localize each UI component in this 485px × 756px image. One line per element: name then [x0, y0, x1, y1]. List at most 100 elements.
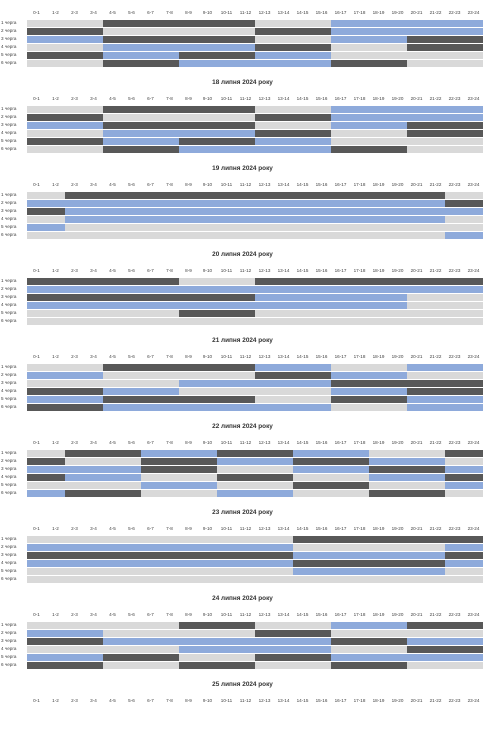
- hour-label: 2-3: [71, 612, 78, 617]
- hour-label: 8-9: [185, 354, 192, 359]
- hour-label: 8-9: [185, 10, 192, 15]
- queue-label: 1 черга: [1, 450, 17, 455]
- outage-segment: [331, 379, 483, 387]
- schedule-block: 0-1 1-2 2-3 3-4 4-5 5-6 6-7 7-8 8-9 9-10 10-11 11-1…: [0, 438, 485, 498]
- outage-segment: [369, 481, 445, 489]
- hour-label: 23-24: [467, 612, 480, 617]
- hour-label: 17-18: [353, 526, 366, 531]
- hour-label: 5-6: [128, 698, 135, 703]
- hour-label: 3-4: [90, 698, 97, 703]
- hour-label: 9-10: [202, 698, 213, 703]
- hour-label: 2-3: [71, 440, 78, 445]
- queue-label: 6 черга: [1, 60, 17, 65]
- outage-segment: [141, 457, 217, 465]
- hour-label: 5-6: [128, 612, 135, 617]
- queue-label: 5 черга: [1, 482, 17, 487]
- queue-label: 5 черга: [1, 396, 17, 401]
- outage-segment: [445, 559, 483, 567]
- outage-segment: [103, 35, 255, 43]
- hour-label: 19-20: [391, 698, 404, 703]
- queue-label: 6 черга: [1, 404, 17, 409]
- hour-label: 14-15: [296, 698, 309, 703]
- outage-segment: [27, 301, 407, 309]
- outage-segment: [103, 51, 179, 59]
- schedule-block: 0-1 1-2 2-3 3-4 4-5 5-6 6-7 7-8 8-9 9-10 10-11 11-1…: [0, 94, 485, 154]
- hour-label: 5-6: [128, 440, 135, 445]
- schedule-date-title: 25 липня 2024 року: [212, 681, 273, 688]
- hour-label: 18-19: [372, 526, 385, 531]
- hour-label: 12-13: [258, 96, 271, 101]
- outage-segment: [27, 145, 103, 153]
- hour-label: 1-2: [52, 612, 59, 617]
- hour-label: 11-12: [239, 612, 252, 617]
- hour-label: 9-10: [202, 612, 213, 617]
- outage-segment: [407, 363, 483, 371]
- outage-segment: [65, 473, 141, 481]
- outage-segment: [255, 19, 331, 27]
- outage-segment: [27, 105, 103, 113]
- outage-segment: [407, 293, 483, 301]
- hour-label: 19-20: [391, 10, 404, 15]
- hour-label: 11-12: [239, 182, 252, 187]
- hour-label: 20-21: [410, 440, 423, 445]
- outage-segment: [255, 293, 407, 301]
- hour-label: 12-13: [258, 10, 271, 15]
- hour-label: 3-4: [90, 354, 97, 359]
- hour-label: 18-19: [372, 698, 385, 703]
- hour-label: 17-18: [353, 96, 366, 101]
- hour-label: 18-19: [372, 10, 385, 15]
- hour-header: 0-1 1-2 2-3 3-4 4-5 5-6 6-7 7-8 8-9 9-10 10-11 11-1…: [27, 266, 481, 275]
- hour-header: 0-1 1-2 2-3 3-4 4-5 5-6 6-7 7-8 8-9 9-10 10-11 11-1…: [27, 352, 481, 361]
- hour-label: 10-11: [220, 612, 233, 617]
- queue-label: 2 черга: [1, 286, 17, 291]
- hour-label: 8-9: [185, 182, 192, 187]
- outage-segment: [65, 191, 445, 199]
- queue-label: 4 черга: [1, 388, 17, 393]
- hour-label: 14-15: [296, 268, 309, 273]
- hour-label: 0-1: [33, 440, 40, 445]
- hour-label: 12-13: [258, 612, 271, 617]
- hour-label: 19-20: [391, 526, 404, 531]
- outage-segment: [407, 59, 483, 67]
- hour-label: 15-16: [315, 354, 328, 359]
- queue-rows: 1 черга 2 черга 3 черга 4 черга 5 черга 6 чер…: [0, 449, 485, 497]
- outage-segment: [407, 301, 483, 309]
- hour-label: 0-1: [33, 612, 40, 617]
- outage-segment: [255, 363, 331, 371]
- queue-label: 3 черга: [1, 466, 17, 471]
- outage-segment: [27, 481, 141, 489]
- outage-segment: [179, 145, 331, 153]
- outage-segment: [27, 403, 103, 411]
- hour-label: 21-22: [429, 440, 442, 445]
- outage-segment: [255, 653, 331, 661]
- outage-segment: [27, 309, 179, 317]
- hour-label: 22-23: [448, 440, 461, 445]
- hour-label: 0-1: [33, 182, 40, 187]
- queue-label: 2 черга: [1, 114, 17, 119]
- hour-label: 17-18: [353, 182, 366, 187]
- hour-label: 19-20: [391, 440, 404, 445]
- outage-segment: [103, 105, 255, 113]
- queue-rows: 1 черга 2 черга 3 черга 4 черга 5 черга 6 чер…: [0, 19, 485, 67]
- outage-segment: [369, 465, 445, 473]
- hour-label: 3-4: [90, 268, 97, 273]
- outage-segment: [255, 629, 331, 637]
- hour-label: 6-7: [147, 96, 154, 101]
- outage-segment: [331, 27, 483, 35]
- queue-label: 1 черга: [1, 278, 17, 283]
- hour-label: 13-14: [277, 96, 290, 101]
- outage-segment: [65, 215, 445, 223]
- hour-label: 13-14: [277, 354, 290, 359]
- hour-label: 16-17: [334, 612, 347, 617]
- hour-label: 5-6: [128, 354, 135, 359]
- hour-label: 17-18: [353, 612, 366, 617]
- outage-segment: [27, 191, 65, 199]
- outage-segment: [331, 43, 407, 51]
- outage-segment: [27, 395, 103, 403]
- hour-label: 9-10: [202, 10, 213, 15]
- outage-segment: [255, 51, 331, 59]
- outage-segment: [445, 551, 483, 559]
- outage-segment: [27, 317, 483, 325]
- hour-label: 13-14: [277, 526, 290, 531]
- outage-segment: [293, 449, 369, 457]
